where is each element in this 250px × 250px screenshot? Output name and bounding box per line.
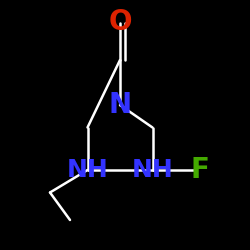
Text: F: F bbox=[190, 156, 210, 184]
Text: O: O bbox=[108, 8, 132, 36]
Text: NH: NH bbox=[66, 158, 108, 182]
Text: N: N bbox=[108, 91, 132, 119]
Text: NH: NH bbox=[132, 158, 173, 182]
